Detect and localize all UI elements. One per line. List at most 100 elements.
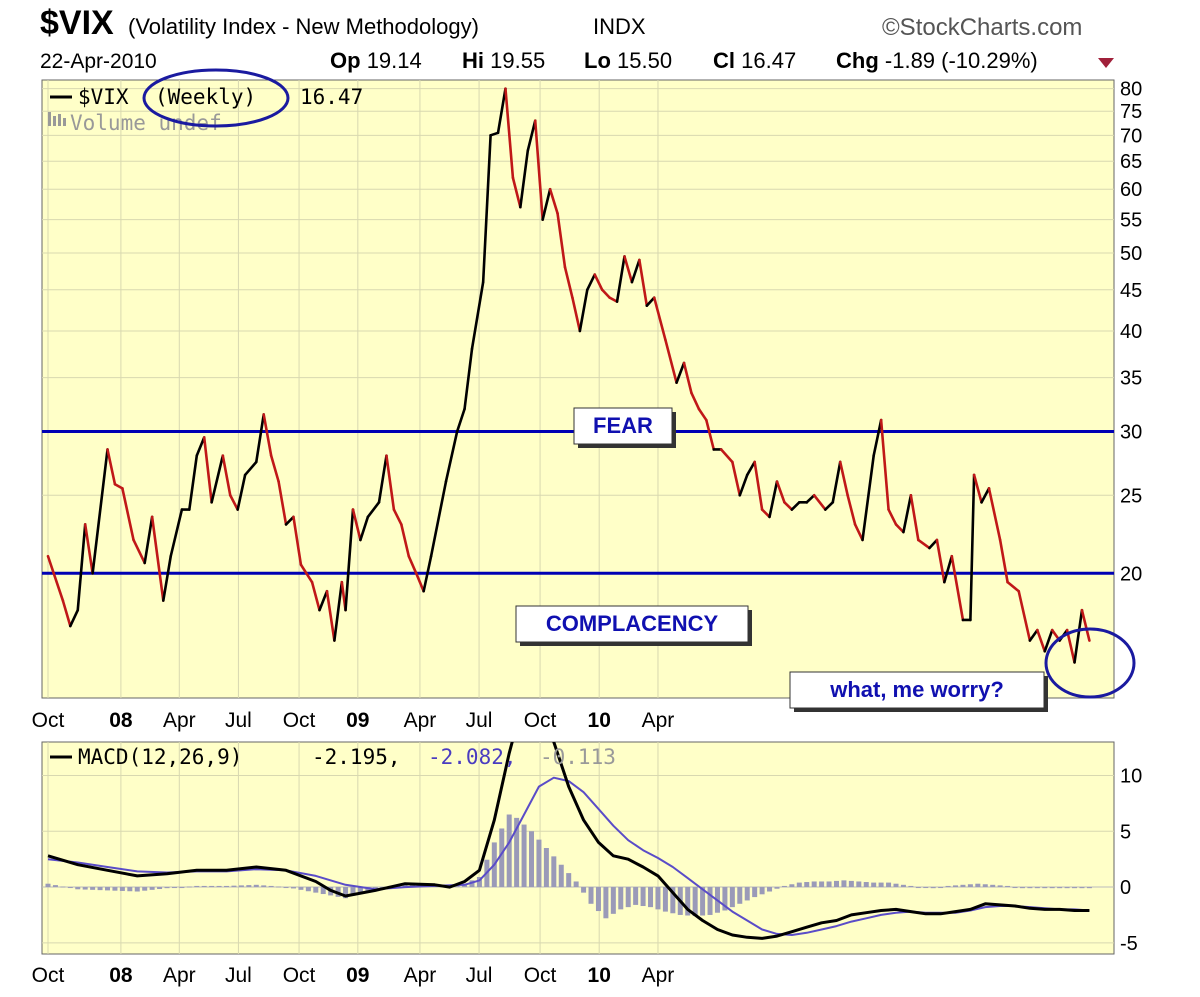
vix-segment <box>377 454 388 504</box>
histogram-bar <box>610 887 616 914</box>
histogram-bar <box>558 864 564 888</box>
histogram-bar <box>819 881 825 888</box>
histogram-bar <box>45 883 51 888</box>
histogram-bar <box>142 887 148 891</box>
vix-segment <box>753 460 764 511</box>
histogram-bar <box>1027 887 1033 889</box>
macd-y-tick: -5 <box>1120 933 1138 955</box>
vix-segment <box>333 580 344 642</box>
histogram-bar <box>581 887 587 893</box>
histogram-bar <box>90 887 96 890</box>
histogram-bar <box>171 887 177 889</box>
histogram-value: -0.113 <box>540 745 616 769</box>
histogram-bar <box>305 887 311 892</box>
vix-segment <box>909 493 920 542</box>
histogram-bar <box>796 882 802 888</box>
histogram-bar <box>625 887 631 908</box>
vix-segment <box>608 296 619 303</box>
vix-segment <box>838 460 849 497</box>
vix-segment <box>615 255 626 303</box>
histogram-bar <box>588 887 594 904</box>
vix-segment <box>91 448 109 575</box>
histogram-bar <box>60 886 66 888</box>
vix-segment <box>652 296 667 342</box>
histogram-bar <box>692 887 698 917</box>
low-quote: Lo 15.50 <box>584 48 673 73</box>
histogram-bar <box>729 887 735 908</box>
vix-segment <box>221 454 232 497</box>
histogram-bar <box>1057 887 1063 889</box>
vix-segment <box>150 515 165 602</box>
histogram-bar <box>923 887 929 889</box>
vix-segment <box>585 273 597 292</box>
vix-segment <box>299 563 314 584</box>
stockcharts-brand[interactable]: ©StockCharts.com <box>882 14 1083 41</box>
volume-legend: Volume undef <box>70 111 222 135</box>
vix-segment <box>400 523 411 558</box>
vix-legend-symbol: $VIX <box>78 85 129 109</box>
vix-segment <box>228 493 239 511</box>
histogram-bar <box>186 886 192 888</box>
complacency-label: COMPLACENCY <box>546 611 719 636</box>
price-x-axis: Oct 08 Apr Jul Oct 09 Apr Jul Oct 10 Apr <box>32 709 675 732</box>
histogram-bar <box>700 887 706 916</box>
vix-segment <box>638 258 649 307</box>
vix-segment <box>987 487 1002 542</box>
histogram-bar <box>670 887 676 914</box>
histogram-bar <box>1072 887 1078 889</box>
macd-y-tick: 5 <box>1120 821 1131 843</box>
histogram-bar <box>744 887 750 901</box>
vix-segment <box>422 554 433 593</box>
vix-segment <box>768 480 779 519</box>
vix-segment <box>738 473 749 497</box>
vix-segment <box>943 554 954 584</box>
vix-segment <box>113 482 124 490</box>
histogram-bar <box>900 884 906 888</box>
histogram-bar <box>767 887 773 892</box>
histogram-bar <box>276 886 282 888</box>
histogram-bar <box>648 887 654 908</box>
histogram-bar <box>633 887 639 905</box>
histogram-bar <box>506 814 512 888</box>
histogram-bar <box>290 887 296 889</box>
histogram-bar <box>476 877 482 888</box>
price-y-tick: 65 <box>1120 151 1142 173</box>
vix-segment <box>623 255 634 284</box>
period-label: (Weekly) <box>155 85 256 109</box>
chart-title: $VIX <box>40 4 114 42</box>
x-tick-label: Oct <box>524 709 557 732</box>
histogram-bar <box>938 887 944 889</box>
histogram-bar <box>112 887 118 891</box>
vix-segment <box>262 413 273 457</box>
x-tick-label: Jul <box>225 964 252 987</box>
x-tick-label: Jul <box>466 964 493 987</box>
histogram-bar <box>618 887 624 910</box>
vix-segment <box>359 515 370 542</box>
histogram-bar <box>997 885 1003 888</box>
x-tick-label: Apr <box>642 964 675 987</box>
histogram-bar <box>1049 887 1055 889</box>
vix-segment <box>541 187 552 221</box>
close-quote: Cl 16.47 <box>713 48 797 73</box>
x-tick-label: Jul <box>225 709 252 732</box>
down-arrow-icon <box>1098 58 1114 68</box>
histogram-bar <box>551 856 557 888</box>
vix-segment <box>682 361 693 395</box>
vix-segment <box>556 212 567 269</box>
histogram-bar <box>893 883 899 888</box>
x-tick-label: Oct <box>283 709 316 732</box>
vix-segment <box>548 187 559 215</box>
vix-segment <box>444 430 459 483</box>
price-y-tick: 40 <box>1120 321 1142 343</box>
histogram-bar <box>521 824 527 888</box>
histogram-bar <box>75 887 81 890</box>
vix-segment <box>46 554 65 602</box>
histogram-bar <box>514 817 520 888</box>
last-value: 16.47 <box>300 85 363 109</box>
price-y-tick: 55 <box>1120 210 1142 232</box>
price-panel <box>41 79 1115 699</box>
histogram-bar <box>1086 887 1092 889</box>
histogram-bar <box>781 885 787 888</box>
vix-segment <box>489 131 500 137</box>
histogram-bar <box>573 881 579 888</box>
